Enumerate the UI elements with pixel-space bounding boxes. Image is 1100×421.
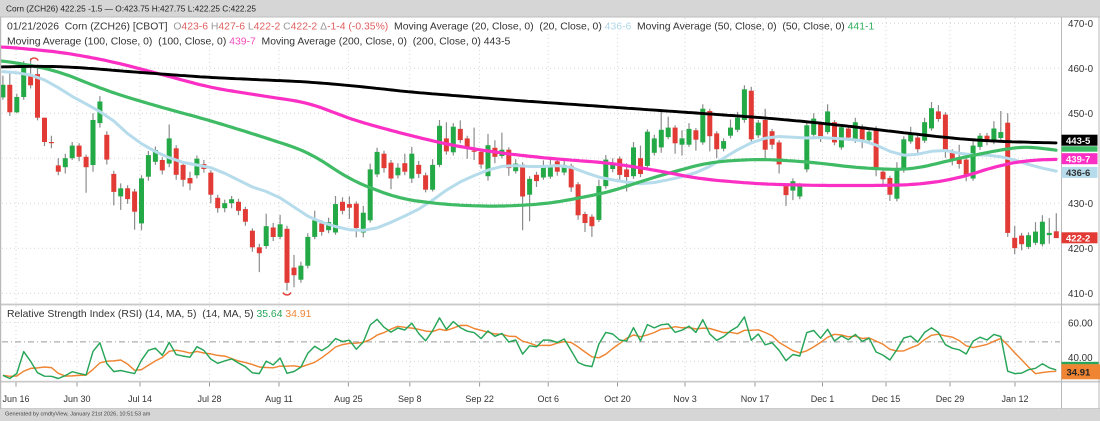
svg-text:410-0: 410-0 xyxy=(1068,289,1094,300)
svg-text:439-7: 439-7 xyxy=(1066,155,1090,166)
svg-text:Aug 25: Aug 25 xyxy=(334,394,363,404)
svg-text:Generated by cmdtyView, Januar: Generated by cmdtyView, January 21st 202… xyxy=(5,411,151,417)
svg-text:Nov 17: Nov 17 xyxy=(741,394,770,404)
svg-text:Oct 20: Oct 20 xyxy=(604,394,631,404)
svg-text:Dec 1: Dec 1 xyxy=(811,394,835,404)
svg-text:Moving Average (100, Close, 0): Moving Average (100, Close, 0) (100, Clo… xyxy=(7,37,511,48)
svg-text:Sep 22: Sep 22 xyxy=(465,394,494,404)
svg-text:Oct 6: Oct 6 xyxy=(537,394,559,404)
svg-text:Dec 15: Dec 15 xyxy=(872,394,901,404)
svg-text:Jul 28: Jul 28 xyxy=(197,394,221,404)
svg-text:60.00: 60.00 xyxy=(1068,318,1093,329)
svg-text:Jun 30: Jun 30 xyxy=(63,394,90,404)
svg-text:420-0: 420-0 xyxy=(1068,244,1094,255)
svg-text:40.00: 40.00 xyxy=(1068,353,1093,364)
svg-text:Jun 16: Jun 16 xyxy=(2,394,29,404)
svg-text:460-0: 460-0 xyxy=(1068,64,1094,75)
svg-text:Sep 8: Sep 8 xyxy=(398,394,422,404)
svg-text:Aug 11: Aug 11 xyxy=(265,394,293,404)
svg-text:34.91: 34.91 xyxy=(1067,367,1091,378)
svg-text:Relative Strength Index (RSI): Relative Strength Index (RSI) (14, MA, 5… xyxy=(7,309,312,320)
svg-text:470-0: 470-0 xyxy=(1068,19,1094,30)
svg-text:430-0: 430-0 xyxy=(1068,199,1094,210)
svg-text:Corn (ZCH26) 422.25 -1.5 — O:4: Corn (ZCH26) 422.25 -1.5 — O:423.75 H:42… xyxy=(6,4,256,14)
svg-text:422-2: 422-2 xyxy=(1066,234,1090,245)
svg-text:Jul 14: Jul 14 xyxy=(128,394,152,404)
svg-text:450-0: 450-0 xyxy=(1068,109,1094,120)
svg-text:Jan 12: Jan 12 xyxy=(1001,394,1028,404)
svg-text:436-6: 436-6 xyxy=(1066,168,1090,179)
svg-text:Nov 3: Nov 3 xyxy=(673,394,697,404)
svg-text:01/21/2026 Corn (ZCH26) [CBOT: 01/21/2026 Corn (ZCH26) [CBOT] O423-6 H4… xyxy=(7,22,874,33)
svg-text:443-5: 443-5 xyxy=(1066,136,1091,147)
svg-text:Dec 29: Dec 29 xyxy=(936,394,965,404)
